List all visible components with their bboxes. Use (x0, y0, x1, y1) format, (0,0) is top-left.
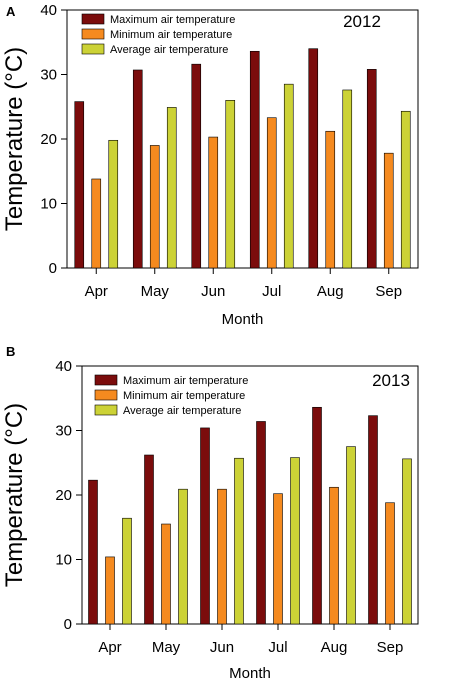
legend-swatch (94, 404, 118, 416)
legend-swatch (81, 13, 105, 25)
bar-may-series-1 (132, 69, 143, 269)
x-tick-label: May (141, 283, 170, 300)
bar-may-series-2 (149, 145, 160, 269)
bar-sep-series-2 (383, 152, 394, 269)
y-tick-label: 20 (40, 131, 57, 148)
bar-jul-series-1 (249, 50, 260, 269)
x-tick-label: Apr (98, 639, 121, 656)
bar-aug-series-2 (325, 130, 336, 269)
legend-swatch (94, 389, 118, 401)
x-tick-label: Jun (201, 283, 225, 300)
bar-jul-series-2 (266, 117, 277, 269)
x-tick-label: Jun (210, 639, 234, 656)
bar-apr-series-1 (88, 479, 98, 625)
bar-apr-series-2 (105, 556, 115, 625)
legend-swatch (81, 43, 105, 55)
y-tick-label: 40 (40, 2, 57, 19)
x-tick-label: Sep (375, 283, 402, 300)
bar-sep-series-1 (368, 415, 378, 625)
legend: Maximum air temperature Minimum air tempe… (94, 374, 248, 417)
bar-jun-series-1 (200, 427, 210, 625)
y-axis-title: Temperature (°C) (1, 403, 28, 587)
bar-apr-series-3 (122, 517, 132, 625)
bar-apr-series-3 (108, 139, 119, 269)
legend-label: Average air temperature (123, 405, 241, 417)
bar-sep-series-1 (366, 69, 377, 269)
bar-jul-series-1 (256, 421, 266, 625)
bar-jul-series-3 (290, 457, 300, 625)
y-tick-label: 30 (55, 423, 72, 440)
bar-sep-series-3 (400, 110, 411, 269)
x-tick-label: Jul (262, 283, 281, 300)
bar-jun-series-1 (191, 63, 202, 269)
bar-aug-series-1 (312, 406, 322, 625)
bar-aug-series-3 (342, 89, 353, 269)
bar-jun-series-3 (234, 457, 244, 625)
y-tick-label: 30 (40, 67, 57, 84)
y-tick-label: 40 (55, 358, 72, 375)
bar-jun-series-2 (208, 136, 219, 269)
x-tick-label: Aug (321, 639, 348, 656)
bar-aug-series-3 (346, 446, 356, 625)
bar-apr-series-2 (91, 178, 102, 269)
x-tick-label: May (152, 639, 181, 656)
bar-may-series-3 (166, 107, 177, 269)
year-annotation: 2013 (372, 371, 410, 390)
y-tick-label: 0 (49, 260, 57, 277)
legend: Maximum air temperature Minimum air tempe… (81, 13, 235, 56)
bar-aug-series-1 (308, 48, 319, 269)
legend-label: Minimum air temperature (110, 29, 232, 41)
bar-jun-series-2 (217, 488, 227, 625)
x-axis-title: Month (229, 665, 271, 680)
legend-label: Average air temperature (110, 44, 228, 56)
legend-label: Maximum air temperature (123, 375, 248, 387)
y-tick-label: 10 (55, 552, 72, 569)
year-annotation: 2012 (343, 12, 381, 31)
legend-label: Maximum air temperature (110, 14, 235, 26)
x-tick-label: Sep (377, 639, 404, 656)
y-tick-label: 20 (55, 487, 72, 504)
x-tick-label: Aug (317, 283, 344, 300)
chart-panel-a: A 0 10 20 30 40 Apr May Jun Jul Aug Sep Month Tempera… (1, 2, 419, 328)
bar-sep-series-3 (402, 458, 412, 625)
panel-label: A (6, 4, 16, 19)
legend-label: Minimum air temperature (123, 390, 245, 402)
x-tick-label: Apr (85, 283, 108, 300)
bar-may-series-1 (144, 454, 154, 625)
y-tick-label: 10 (40, 196, 57, 213)
y-axis-title: Temperature (°C) (1, 47, 28, 231)
legend-swatch (94, 374, 118, 386)
bar-jul-series-2 (273, 493, 283, 625)
bar-may-series-2 (161, 523, 171, 625)
x-tick-label: Jul (268, 639, 287, 656)
chart-panel-b: B 0 10 20 30 40 Apr May Jun Jul Aug Sep Month Tempera… (1, 344, 419, 680)
bar-jul-series-3 (283, 83, 294, 269)
bar-apr-series-1 (74, 101, 85, 269)
y-tick-label: 0 (64, 616, 72, 633)
bar-aug-series-2 (329, 486, 339, 625)
bar-jun-series-3 (225, 100, 236, 269)
bar-sep-series-2 (385, 502, 395, 625)
bar-may-series-3 (178, 488, 188, 625)
panel-label: B (6, 344, 15, 359)
x-axis-title: Month (222, 311, 264, 328)
legend-swatch (81, 28, 105, 40)
